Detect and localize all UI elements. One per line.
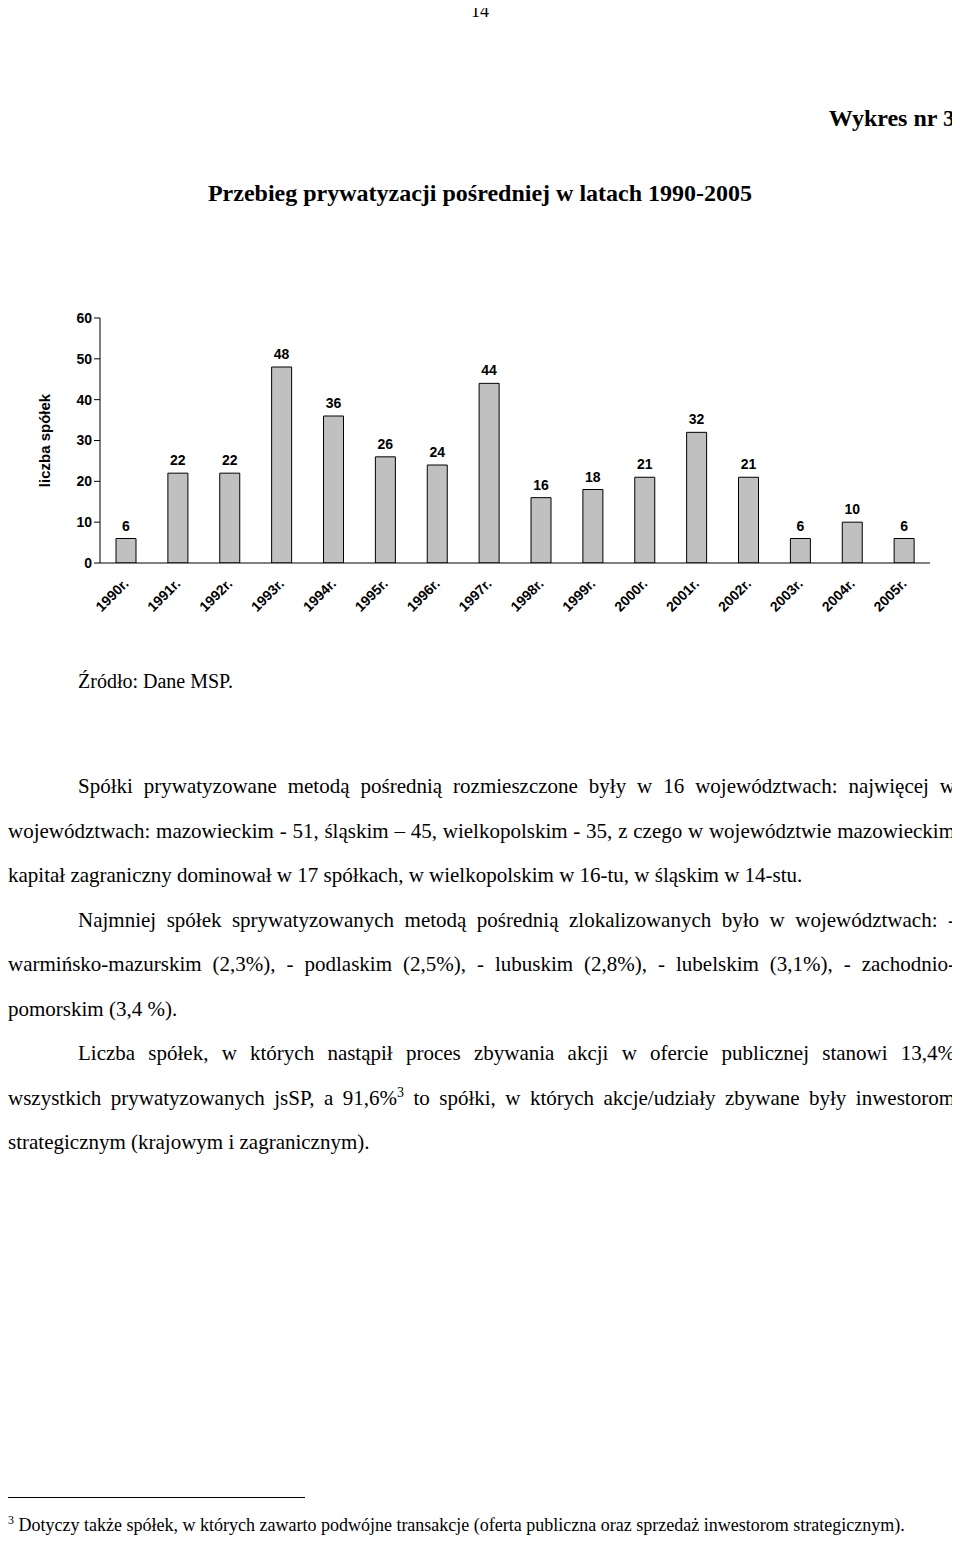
svg-text:1992r.: 1992r. [196, 575, 235, 614]
svg-text:20: 20 [76, 473, 92, 489]
svg-text:1998r.: 1998r. [507, 575, 546, 614]
svg-text:40: 40 [76, 392, 92, 408]
svg-text:21: 21 [741, 456, 757, 472]
svg-text:48: 48 [274, 346, 290, 362]
svg-text:24: 24 [429, 444, 445, 460]
svg-text:36: 36 [326, 395, 342, 411]
svg-text:22: 22 [222, 452, 238, 468]
svg-text:6: 6 [122, 518, 130, 534]
svg-text:1997r.: 1997r. [455, 575, 494, 614]
html-text:Wykres nr 3: Wykres nr 3 [828, 105, 955, 131]
svg-text:2000r.: 2000r. [611, 575, 650, 614]
svg-text:50: 50 [76, 351, 92, 367]
svg-text:1991r.: 1991r. [144, 575, 183, 614]
svg-text:10: 10 [844, 501, 860, 517]
svg-text:18: 18 [585, 469, 601, 485]
svg-text:32: 32 [689, 411, 705, 427]
svg-text:0: 0 [84, 555, 92, 571]
html-text:Najmniej spółek sprywatyzowany: Najmniej spółek sprywatyzowanych metodą … [8, 907, 955, 1021]
svg-text:1993r.: 1993r. [248, 575, 287, 614]
html-text:14: 14 [471, 1, 489, 21]
svg-text:30: 30 [76, 432, 92, 448]
svg-text:44: 44 [481, 362, 497, 378]
svg-text:liczba spółek: liczba spółek [36, 393, 53, 487]
html-text:Liczba spółek, w których nastą: Liczba spółek, w których nastąpił proces… [8, 1041, 955, 1154]
svg-text:2004r.: 2004r. [818, 575, 857, 614]
html-text:3 Dotyczy także spółek, w któr: 3 Dotyczy także spółek, w których zawart… [8, 1513, 905, 1535]
html-text:Źródło: Dane MSP.: Źródło: Dane MSP. [78, 670, 233, 692]
svg-text:16: 16 [533, 477, 549, 493]
html-text:Przebieg prywatyzacji pośredni: Przebieg prywatyzacji pośredniej w latac… [207, 180, 753, 206]
svg-text:1994r.: 1994r. [300, 575, 339, 614]
svg-text:2002r.: 2002r. [715, 575, 754, 614]
svg-text:21: 21 [637, 456, 653, 472]
html-text:Spółki prywatyzowane metodą po: Spółki prywatyzowane metodą pośrednią ro… [8, 774, 955, 887]
svg-text:2005r.: 2005r. [870, 575, 909, 614]
svg-text:2001r.: 2001r. [663, 575, 702, 614]
svg-text:6: 6 [900, 518, 908, 534]
svg-text:1999r.: 1999r. [559, 575, 598, 614]
svg-text:22: 22 [170, 452, 186, 468]
svg-text:26: 26 [378, 436, 394, 452]
svg-text:6: 6 [796, 518, 804, 534]
svg-text:60: 60 [76, 310, 92, 326]
svg-text:1990r.: 1990r. [92, 575, 131, 614]
svg-text:1996r.: 1996r. [403, 575, 442, 614]
svg-text:10: 10 [76, 514, 92, 530]
svg-text:2003r.: 2003r. [767, 575, 806, 614]
svg-text:1995r.: 1995r. [352, 575, 391, 614]
